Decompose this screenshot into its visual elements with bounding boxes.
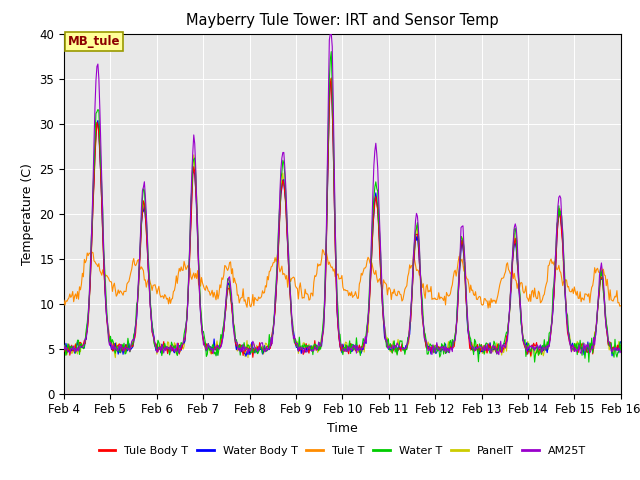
- Legend: Tule Body T, Water Body T, Tule T, Water T, PanelT, AM25T: Tule Body T, Water Body T, Tule T, Water…: [94, 441, 591, 460]
- Text: MB_tule: MB_tule: [68, 36, 120, 48]
- X-axis label: Time: Time: [327, 422, 358, 435]
- Y-axis label: Temperature (C): Temperature (C): [21, 163, 34, 264]
- Title: Mayberry Tule Tower: IRT and Sensor Temp: Mayberry Tule Tower: IRT and Sensor Temp: [186, 13, 499, 28]
